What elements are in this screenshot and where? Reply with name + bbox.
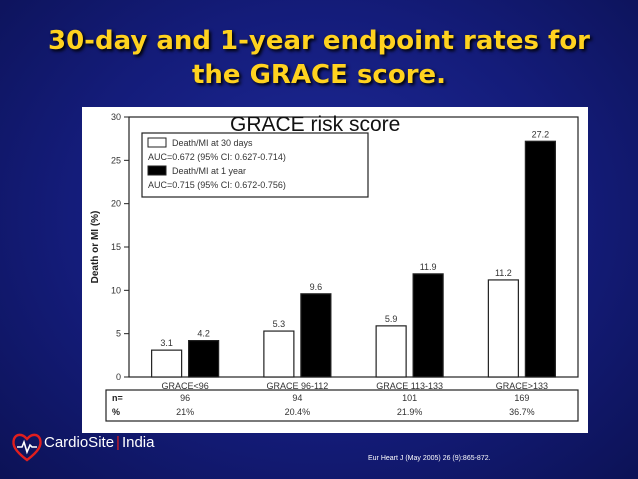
bar-30-day: [375, 325, 407, 378]
y-tick-label: 0: [116, 372, 121, 382]
y-tick-label: 25: [111, 155, 121, 165]
y-tick-label: 15: [111, 242, 121, 252]
slide-title-line-1: 30-day and 1-year endpoint rates for: [47, 26, 590, 56]
citation: Eur Heart J (May 2005) 26 (9):865-872.: [368, 455, 491, 462]
y-tick-label: 10: [111, 285, 121, 295]
logo-separator: |: [116, 434, 120, 451]
bar-30-day: [263, 330, 295, 378]
bar-value-label: 4.2: [197, 329, 210, 339]
bar-1-year: [300, 293, 332, 378]
chart-figure: 0 5 10 15 20 25 30 Death or MI (%) 3.1 4.2 GRACE<9…: [82, 107, 588, 433]
bar-1-year: [188, 340, 220, 378]
table-n-value: 101: [402, 393, 417, 403]
bar-30-day: [151, 349, 183, 378]
table-n-value: 169: [514, 393, 529, 403]
bar-30-day: [487, 279, 519, 378]
chart-title: GRACE risk score: [230, 113, 401, 136]
legend-label-1-year: Death/MI at 1 year: [172, 166, 246, 176]
table-percent-value: 21%: [176, 407, 194, 417]
table-percent-value: 20.4%: [285, 407, 311, 417]
bar-value-label: 27.2: [532, 129, 550, 139]
y-tick-label: 30: [111, 112, 121, 122]
slide-title: 30-day and 1-year endpoint rates for the…: [20, 24, 618, 92]
logo-name: CardioSite: [44, 434, 115, 451]
bar-value-label: 9.6: [310, 282, 323, 292]
legend-auc-1-year: AUC=0.715 (95% CI: 0.672-0.756): [148, 180, 286, 190]
table-row-label-n: n=: [112, 393, 123, 403]
bar-value-label: 11.9: [420, 262, 437, 272]
legend-label-30-day: Death/MI at 30 days: [172, 138, 253, 148]
x-category-label: GRACE 113-133: [376, 381, 443, 391]
logo-region: India: [121, 434, 155, 451]
legend-box: [141, 132, 369, 198]
legend-swatch-30-day: [147, 137, 167, 148]
logo-text: CardioSite | India: [44, 434, 154, 451]
legend-auc-30-day: AUC=0.672 (95% CI: 0.627-0.714): [148, 152, 286, 162]
table-row-label-percent: %: [112, 407, 120, 417]
table-n-value: 96: [180, 393, 190, 403]
y-axis-label: Death or MI (%): [90, 211, 101, 284]
bar-value-label: 5.9: [385, 314, 398, 324]
slide-title-line-2: the GRACE score.: [191, 60, 447, 90]
table-percent-value: 36.7%: [509, 407, 535, 417]
x-category-label: GRACE 96-112: [266, 381, 328, 391]
bar-value-label: 5.3: [273, 319, 286, 329]
table-n-value: 94: [292, 393, 302, 403]
legend-swatch-1-year: [147, 165, 167, 176]
table-percent-value: 21.9%: [397, 407, 423, 417]
bar-chart: 0 5 10 15 20 25 30 Death or MI (%) 3.1 4.2 GRACE<9…: [90, 112, 579, 422]
y-tick-label: 5: [116, 329, 121, 339]
bar-value-label: 11.2: [495, 268, 512, 278]
x-category-label: GRACE<96: [161, 381, 208, 391]
bar-1-year: [412, 273, 444, 378]
table-frame: [105, 389, 579, 422]
x-category-label: GRACE>133: [496, 381, 548, 391]
bar-value-label: 3.1: [160, 338, 173, 348]
y-tick-label: 20: [111, 199, 121, 209]
bar-1-year: [524, 140, 556, 378]
heart-logo-icon: [12, 433, 42, 462]
cardiosite-logo: CardioSite | India: [10, 430, 170, 464]
